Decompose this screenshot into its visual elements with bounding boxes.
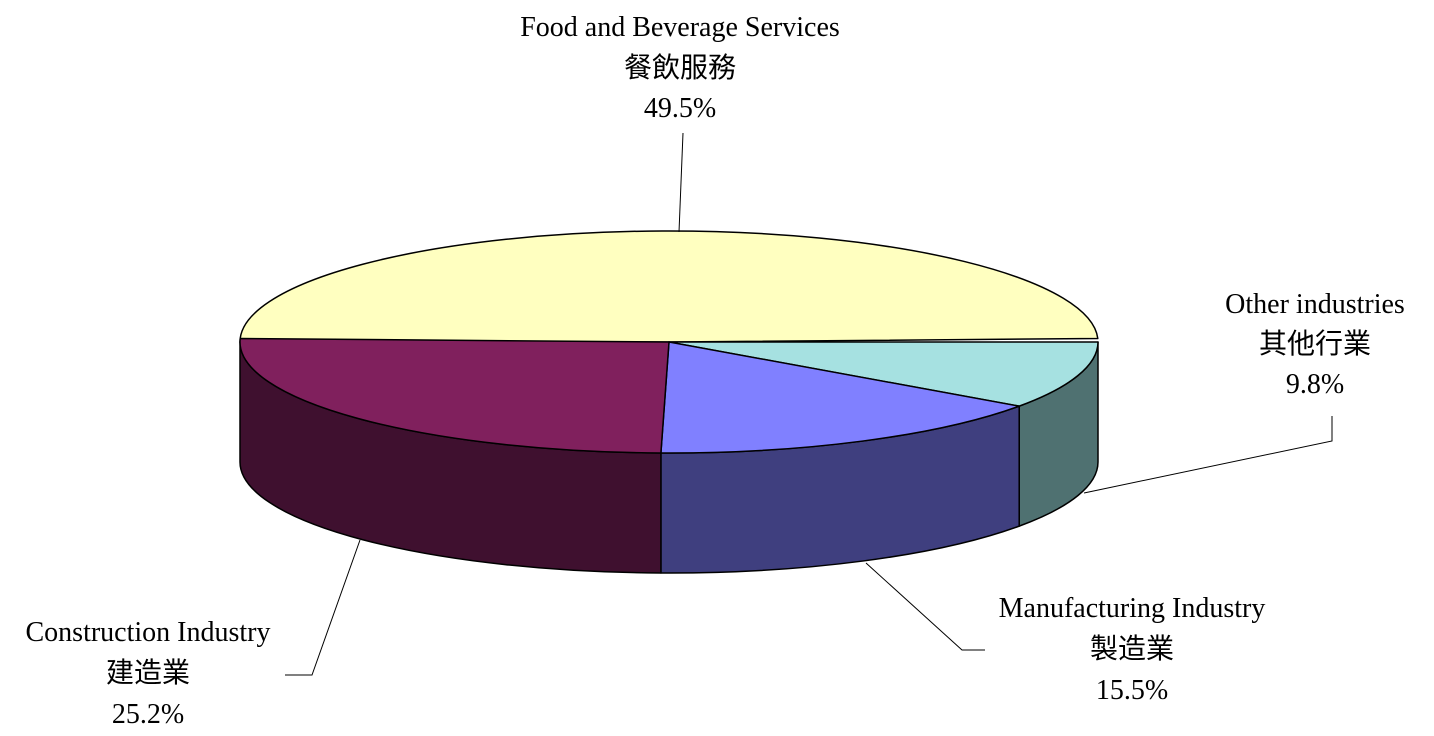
pie-slice-2 (660, 341, 1020, 454)
pie-slice-1 (668, 341, 1099, 407)
label-name-en: Food and Beverage Services (520, 12, 840, 43)
label-percent: 9.8% (1286, 369, 1344, 400)
leader-line-0 (678, 132, 684, 233)
leader-line-3 (285, 539, 361, 676)
label-percent: 15.5% (1096, 675, 1168, 706)
slice-label-0: Food and Beverage Services 餐飲服務 49.5% (520, 12, 840, 124)
slice-labels: Food and Beverage Services 餐飲服務 49.5% Other… (26, 12, 1405, 730)
leader-lines (285, 132, 1333, 676)
label-name-en: Other industries (1225, 289, 1405, 320)
slice-label-2: Manufacturing Industry 製造業 15.5% (999, 593, 1266, 706)
label-percent: 25.2% (112, 699, 184, 730)
pie-sides (239, 341, 1099, 574)
label-name-zh: 製造業 (1090, 633, 1174, 665)
label-percent: 49.5% (644, 93, 716, 124)
pie-slice-3 (239, 337, 670, 454)
label-name-zh: 餐飲服務 (624, 52, 736, 84)
label-name-zh: 其他行業 (1259, 328, 1371, 360)
slice-label-1: Other industries 其他行業 9.8% (1225, 289, 1405, 400)
label-name-en: Construction Industry (26, 617, 271, 648)
label-name-zh: 建造業 (106, 657, 190, 689)
leader-line-2 (865, 562, 985, 651)
label-name-en: Manufacturing Industry (999, 593, 1266, 624)
pie-tops (239, 230, 1099, 454)
pie-slice-0 (239, 230, 1099, 343)
leader-line-1 (1083, 416, 1333, 494)
slice-label-3: Construction Industry 建造業 25.2% (26, 617, 271, 730)
